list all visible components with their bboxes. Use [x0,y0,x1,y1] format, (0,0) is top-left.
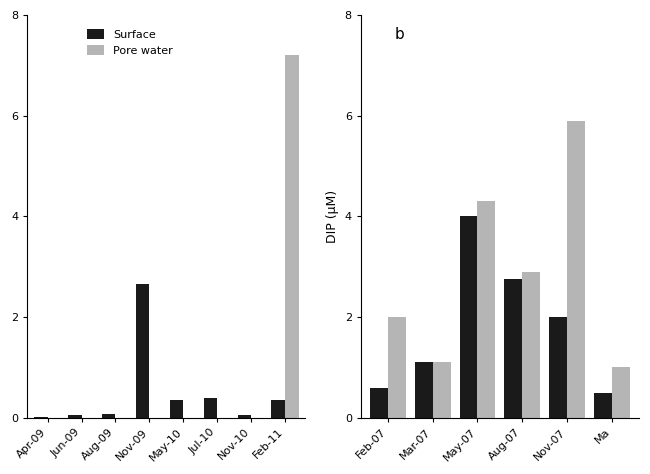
Bar [34,417,47,418]
Bar [170,400,183,418]
Bar [594,392,612,418]
Bar [433,363,450,418]
Legend: Surface, Pore water: Surface, Pore water [83,25,177,61]
Bar [203,398,217,418]
Bar [460,217,478,418]
Bar [567,121,585,418]
Bar [102,414,116,418]
Bar [388,317,406,418]
Bar [272,400,285,418]
Bar [523,272,540,418]
Bar [285,55,298,418]
Bar [504,279,523,418]
Text: b: b [395,27,404,42]
Bar [415,363,433,418]
Bar [68,415,81,418]
Y-axis label: DIP (μM): DIP (μM) [326,190,339,243]
Bar [549,317,567,418]
Bar [478,201,495,418]
Bar [237,415,251,418]
Bar [136,284,150,418]
Bar [612,367,630,418]
Bar [370,388,388,418]
